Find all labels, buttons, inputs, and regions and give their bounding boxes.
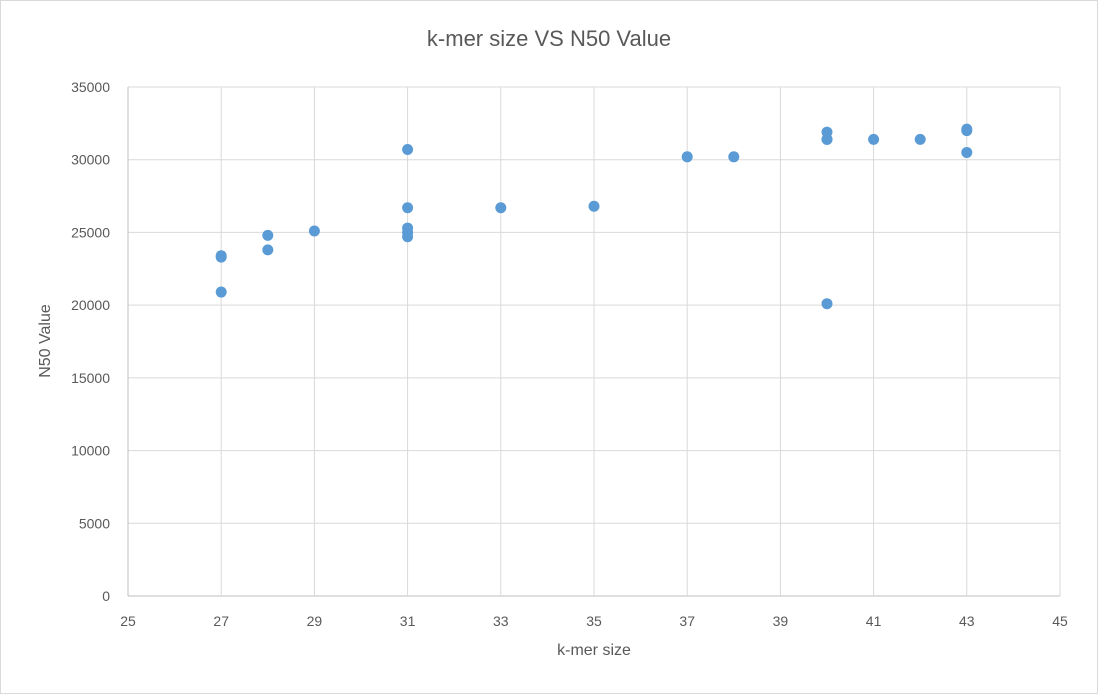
data-point: [588, 200, 600, 212]
x-tick-labels: 25 27 29 31 33 35 37 39 41 43 45: [120, 613, 1068, 629]
y-tick-labels: 0 5000 10000 15000 20000 25000 30000 35000: [71, 79, 110, 604]
data-point: [402, 202, 414, 214]
data-point: [495, 202, 507, 214]
data-point: [914, 133, 926, 145]
data-point: [402, 144, 414, 156]
x-tick-label: 25: [120, 613, 136, 629]
y-tick-label: 10000: [71, 443, 110, 459]
data-point: [262, 244, 274, 256]
data-point: [681, 151, 693, 163]
y-tick-label: 15000: [71, 370, 110, 386]
data-points: [215, 123, 973, 310]
x-tick-label: 39: [773, 613, 789, 629]
x-tick-label: 29: [307, 613, 323, 629]
x-tick-label: 35: [586, 613, 602, 629]
x-tick-label: 27: [213, 613, 229, 629]
y-tick-label: 25000: [71, 224, 110, 240]
x-tick-label: 43: [959, 613, 975, 629]
data-point: [821, 133, 833, 145]
gridlines: [127, 86, 1061, 597]
y-tick-label: 0: [102, 588, 110, 604]
y-tick-label: 35000: [71, 79, 110, 95]
chart-title: k-mer size VS N50 Value: [426, 26, 672, 51]
data-point: [215, 286, 227, 298]
data-point: [262, 229, 274, 241]
data-point: [961, 146, 973, 158]
x-tick-label: 41: [866, 613, 882, 629]
x-axis-label: k-mer size: [557, 642, 631, 659]
data-point: [728, 151, 740, 163]
y-tick-label: 30000: [71, 152, 110, 168]
data-point: [215, 251, 227, 263]
y-tick-label: 5000: [79, 515, 110, 531]
x-tick-label: 37: [679, 613, 695, 629]
data-point: [308, 225, 320, 237]
x-tick-label: 33: [493, 613, 509, 629]
x-tick-label: 45: [1052, 613, 1068, 629]
data-point: [821, 298, 833, 310]
data-point: [868, 133, 880, 145]
x-tick-label: 31: [400, 613, 416, 629]
y-tick-label: 20000: [71, 297, 110, 313]
data-point: [402, 231, 414, 243]
data-point: [961, 125, 973, 137]
